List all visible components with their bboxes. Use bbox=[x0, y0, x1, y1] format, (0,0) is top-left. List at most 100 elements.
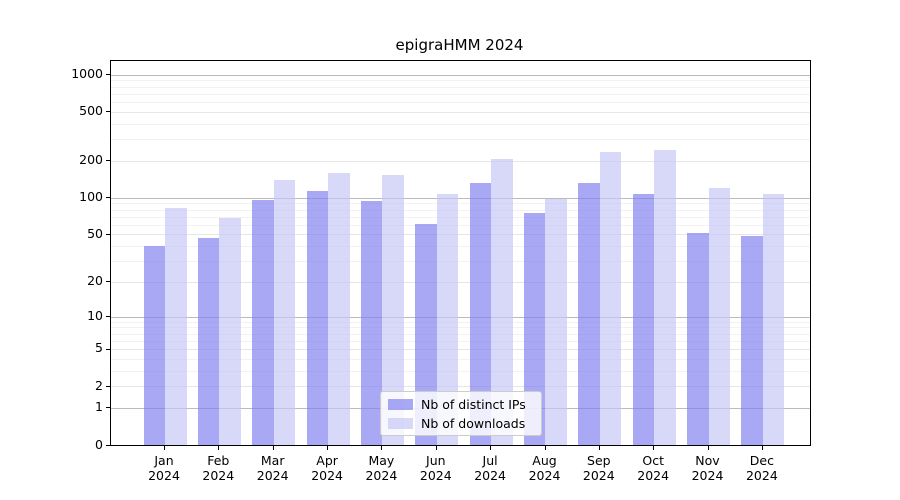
x-tick-label-feb: Feb 2024 bbox=[202, 452, 235, 483]
x-tick-mark-may bbox=[381, 445, 383, 450]
x-tick-label-oct: Oct 2024 bbox=[637, 452, 670, 483]
minor-gridline-7 bbox=[111, 333, 810, 335]
x-tick-label-may: May 2024 bbox=[365, 452, 398, 483]
bar-ips-jun bbox=[415, 223, 437, 445]
x-tick-label-jul: Jul 2024 bbox=[474, 452, 506, 483]
x-tick-label-jun: Jun 2024 bbox=[419, 452, 452, 483]
y-tick-mark-10 bbox=[106, 316, 110, 317]
minor-gridline-800 bbox=[111, 86, 810, 88]
y-tick-mark-500 bbox=[106, 111, 110, 113]
minor-gridline-3 bbox=[111, 370, 810, 372]
y-tick-mark-1 bbox=[106, 407, 110, 409]
legend: Nb of distinct IPs Nb of downloads bbox=[380, 391, 542, 436]
bar-ips-aug bbox=[523, 212, 546, 445]
minor-gridline-90 bbox=[111, 203, 810, 205]
x-tick-mark-feb bbox=[218, 445, 220, 450]
y-tick-label-2: 2 bbox=[95, 377, 103, 393]
legend-item-ips: Nb of distinct IPs bbox=[388, 396, 533, 412]
y-tick-mark-2 bbox=[106, 385, 110, 387]
bar-downloads-may bbox=[382, 174, 404, 445]
bar-downloads-nov bbox=[708, 188, 730, 445]
gridline-1000 bbox=[111, 74, 810, 76]
gridline-2 bbox=[111, 386, 810, 388]
x-tick-mark-dec bbox=[761, 445, 763, 450]
bar-downloads-jun bbox=[436, 193, 459, 445]
bar-downloads-jul bbox=[491, 158, 513, 445]
bar-ips-mar bbox=[252, 199, 274, 445]
minor-gridline-600 bbox=[111, 102, 810, 104]
minor-gridline-8 bbox=[111, 327, 810, 329]
y-tick-mark-5 bbox=[106, 348, 110, 350]
minor-gridline-6 bbox=[111, 340, 810, 342]
bar-ips-jan bbox=[143, 246, 165, 445]
bar-ips-jul bbox=[469, 183, 492, 445]
gridline-200 bbox=[111, 160, 810, 162]
bar-downloads-aug bbox=[545, 199, 567, 445]
minor-gridline-900 bbox=[111, 80, 810, 82]
y-tick-mark-20 bbox=[106, 281, 110, 283]
bar-downloads-dec bbox=[762, 193, 785, 445]
minor-gridline-70 bbox=[111, 216, 810, 218]
minor-gridline-300 bbox=[111, 139, 810, 141]
bar-ips-apr bbox=[306, 191, 329, 445]
y-tick-label-200: 200 bbox=[79, 152, 103, 168]
bar-ips-dec bbox=[741, 236, 763, 445]
minor-gridline-4 bbox=[111, 358, 810, 360]
x-tick-label-mar: Mar 2024 bbox=[256, 452, 289, 483]
minor-gridline-400 bbox=[111, 123, 810, 125]
bar-ips-nov bbox=[687, 233, 709, 445]
minor-gridline-40 bbox=[111, 246, 810, 247]
y-tick-label-1: 1 bbox=[95, 399, 103, 415]
legend-item-downloads: Nb of downloads bbox=[388, 415, 533, 431]
chart-title: epigraHMM 2024 bbox=[395, 36, 524, 54]
x-tick-mark-apr bbox=[327, 445, 329, 450]
bar-downloads-apr bbox=[328, 173, 350, 445]
bar-downloads-oct bbox=[654, 149, 676, 445]
x-tick-mark-aug bbox=[544, 445, 546, 450]
x-tick-mark-jun bbox=[435, 445, 437, 450]
y-tick-mark-100 bbox=[106, 197, 110, 199]
x-tick-mark-sep bbox=[598, 445, 600, 450]
bar-ips-sep bbox=[578, 183, 600, 445]
legend-label-ips: Nb of distinct IPs bbox=[421, 396, 526, 412]
y-tick-label-50: 50 bbox=[87, 225, 103, 241]
y-tick-label-1000: 1000 bbox=[71, 66, 103, 82]
x-tick-mark-jan bbox=[164, 445, 165, 450]
minor-gridline-60 bbox=[111, 224, 810, 226]
y-tick-mark-50 bbox=[106, 233, 110, 235]
x-tick-mark-mar bbox=[272, 445, 274, 450]
minor-gridline-9 bbox=[111, 321, 810, 323]
legend-label-downloads: Nb of downloads bbox=[421, 415, 526, 431]
y-tick-mark-1000 bbox=[106, 74, 110, 76]
x-tick-mark-nov bbox=[707, 445, 709, 450]
x-tick-label-dec: Dec 2024 bbox=[745, 452, 778, 483]
plot-area: Nb of distinct IPs Nb of downloads bbox=[110, 60, 811, 446]
x-tick-mark-jul bbox=[490, 445, 492, 450]
minor-gridline-700 bbox=[111, 93, 810, 95]
gridline-100 bbox=[111, 197, 810, 199]
x-tick-label-apr: Apr 2024 bbox=[311, 452, 343, 483]
y-tick-label-500: 500 bbox=[79, 103, 103, 119]
legend-swatch-ips bbox=[388, 398, 413, 410]
y-tick-label-10: 10 bbox=[87, 307, 103, 323]
bar-downloads-jan bbox=[165, 208, 187, 445]
minor-gridline-30 bbox=[111, 261, 810, 262]
gridline-50 bbox=[111, 234, 810, 236]
bar-downloads-mar bbox=[273, 179, 296, 445]
legend-swatch-downloads bbox=[388, 417, 413, 429]
bar-ips-oct bbox=[632, 194, 655, 445]
bar-ips-may bbox=[360, 200, 383, 445]
y-tick-label-0: 0 bbox=[95, 436, 103, 452]
gridline-20 bbox=[111, 281, 810, 283]
y-tick-label-100: 100 bbox=[79, 189, 103, 205]
y-tick-mark-0 bbox=[106, 444, 110, 446]
bar-ips-feb bbox=[197, 237, 220, 445]
x-tick-label-jan: Jan 2024 bbox=[148, 452, 180, 483]
gridline-5 bbox=[111, 349, 810, 350]
bar-downloads-sep bbox=[599, 151, 622, 445]
y-tick-mark-200 bbox=[106, 160, 110, 162]
y-tick-label-20: 20 bbox=[87, 273, 103, 289]
x-tick-label-nov: Nov 2024 bbox=[691, 452, 724, 483]
x-tick-label-sep: Sep 2024 bbox=[582, 452, 615, 483]
